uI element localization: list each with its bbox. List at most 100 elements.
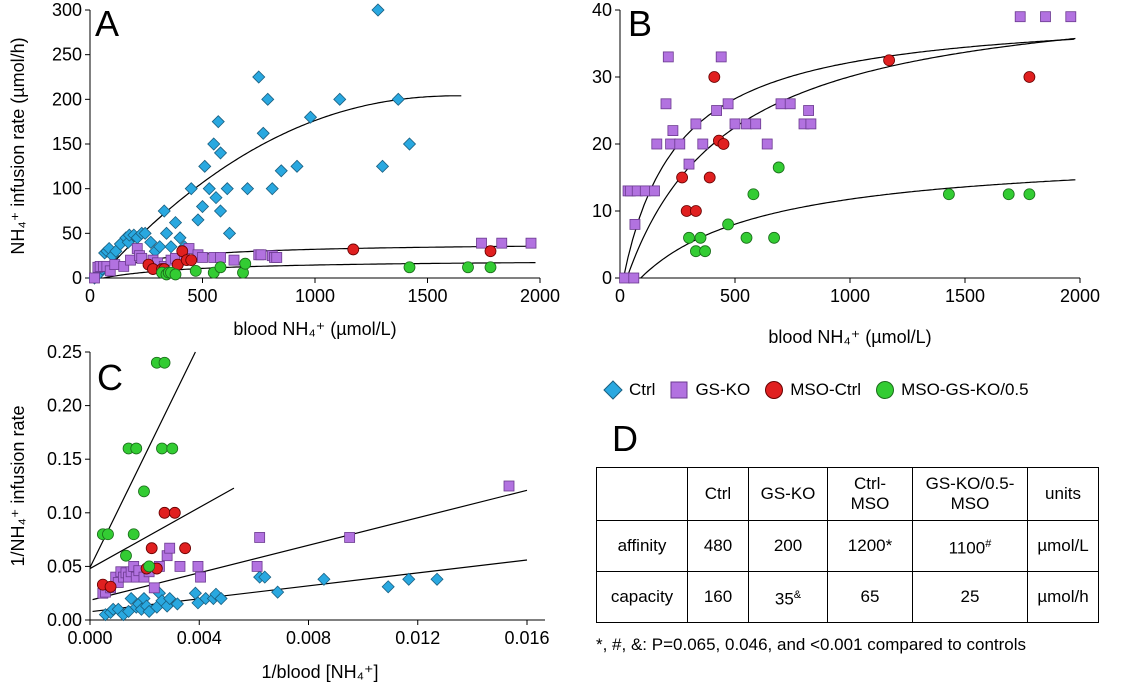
y-tick-label: 0.15 — [47, 449, 82, 469]
x-tick-label: 1000 — [295, 286, 335, 306]
ctrl-data-point — [258, 570, 272, 584]
ctrl-data-point — [333, 92, 347, 106]
panel-a-x-label: blood NH₄⁺ (µmol/L) — [233, 319, 396, 339]
mso-gs-ko-0-5-data-point — [189, 264, 202, 277]
mso-ctrl-data-point — [145, 542, 158, 555]
ctrl-data-point — [209, 191, 223, 205]
affinity-hash-mark: # — [985, 537, 992, 550]
y-tick-label: 300 — [52, 0, 82, 20]
x-tick-label: 1500 — [945, 286, 985, 306]
ctrl-data-point — [265, 182, 279, 196]
gs-ko-data-point — [1040, 11, 1051, 23]
table-row-capacity: capacity 160 35& 65 25 µmol/h — [596, 571, 1099, 623]
mso-gs-ko-0-5-data-point — [120, 549, 132, 562]
ctrl-data-point — [213, 204, 228, 218]
ctrl-data-point — [402, 572, 416, 586]
affinity-gs-ko: 200 — [748, 520, 828, 572]
gs-ko-data-point — [729, 118, 741, 130]
table-row-affinity: affinity 480 200 1200* 1100# µmol/L — [596, 520, 1099, 572]
gs-ko-data-point — [667, 125, 679, 136]
mso-gs-ko-0-5-data-point — [130, 442, 143, 455]
affinity-gs-ko-05-mso: 1100 — [948, 538, 986, 558]
y-tick-label: 150 — [52, 134, 82, 154]
y-tick-label: 20 — [592, 134, 612, 154]
ctrl-data-point — [274, 164, 288, 178]
gs-ko-data-point — [805, 118, 817, 130]
capacity-gs-ko-05-mso: 25 — [912, 571, 1028, 623]
y-tick-label: 0.10 — [47, 503, 82, 523]
panel-a-chart: A 0 500 1000 1500 2000 0 50 100 150 200 250 300 blo… — [8, 0, 560, 339]
mso-ctrl-data-point — [179, 542, 192, 555]
panel-a-letter: A — [95, 3, 119, 44]
ctrl-data-point — [271, 585, 285, 599]
mso-gs-ko-0-5-data-point — [158, 356, 171, 369]
gs-ko-data-point — [125, 254, 136, 266]
ctrl-data-point — [402, 137, 417, 151]
affinity-ctrl-mso: 1200* — [827, 520, 913, 572]
gs-ko-data-point — [715, 51, 727, 63]
ctrl-data-point — [144, 235, 158, 249]
gs-ko-data-point — [215, 252, 226, 263]
header-ctrl: Ctrl — [687, 467, 749, 521]
x-tick-label: 0.012 — [395, 628, 440, 648]
mso-gs-ko-0-5-data-point — [127, 528, 140, 541]
fit-curve-3 — [640, 179, 1076, 279]
gs-ko-data-point — [89, 272, 100, 284]
panel-a-y-label: NH₄⁺ infusion rate (µmol/h) — [8, 37, 28, 254]
mso-gs-ko-0-5-data-point — [102, 528, 114, 541]
gs-ko-data-point — [251, 561, 263, 572]
ctrl-data-point — [138, 226, 152, 240]
mso-ctrl-data-point — [708, 71, 721, 83]
panel-c-letter: C — [97, 357, 123, 398]
panel-b-letter: B — [628, 3, 652, 44]
mso-gs-ko-0-5-data-point — [740, 231, 753, 244]
ctrl-data-point — [198, 159, 212, 173]
y-tick-label: 250 — [52, 45, 82, 65]
mso-ctrl-data-point — [158, 506, 171, 519]
x-tick-label: 500 — [187, 286, 217, 306]
gs-ko-data-point — [651, 138, 663, 150]
capacity-gs-ko-cell: 35& — [748, 571, 828, 623]
capacity-label: capacity — [596, 571, 688, 623]
legend-item-ctrl: Ctrl — [603, 380, 655, 400]
ctrl-data-point — [240, 182, 255, 196]
mso-gs-ko-0-5-data-point — [768, 231, 780, 244]
capacity-ctrl-mso: 65 — [827, 571, 913, 623]
gs-ko-data-point — [148, 582, 160, 594]
gs-ko-data-point — [722, 98, 734, 110]
affinity-gs-ko-05-mso-cell: 1100# — [912, 520, 1028, 572]
gs-ko-data-point — [254, 532, 266, 543]
gs-ko-data-point — [164, 542, 176, 554]
ctrl-data-point — [168, 216, 183, 230]
ctrl-data-point — [184, 182, 198, 196]
legend-label-mso-ctrl: MSO-Ctrl — [790, 380, 862, 399]
mso-gs-ko-0-5-data-point — [683, 231, 695, 244]
gs-ko-data-point — [344, 532, 356, 543]
mso-gs-ko-0-5-data-point — [462, 261, 474, 274]
x-tick-label: 0.000 — [67, 628, 112, 648]
x-tick-label: 500 — [720, 286, 750, 306]
y-tick-label: 0 — [72, 268, 82, 288]
gs-ko-data-point — [109, 259, 121, 271]
gs-ko-data-point — [665, 138, 676, 150]
mso-gs-ko-0-5-data-point — [156, 442, 168, 455]
y-tick-label: 0.20 — [47, 396, 82, 416]
y-tick-label: 10 — [592, 201, 612, 221]
gs-ko-data-point — [629, 218, 641, 230]
ctrl-data-point — [256, 126, 270, 140]
gs-ko-data-point — [690, 118, 702, 130]
ctrl-data-point — [211, 115, 225, 129]
mso-gs-ko-0-5-data-point — [143, 560, 156, 573]
red-circle-marker-icon — [765, 381, 784, 399]
mso-ctrl-data-point — [484, 245, 497, 258]
mso-gs-ko-0-5-data-point — [484, 261, 497, 274]
ctrl-data-point — [163, 591, 177, 606]
gs-ko-data-point — [174, 561, 186, 572]
gs-ko-data-point — [197, 252, 208, 263]
ctrl-data-point — [381, 580, 395, 594]
mso-gs-ko-0-5-data-point — [772, 161, 785, 174]
mso-ctrl-data-point — [703, 171, 716, 184]
affinity-label: affinity — [596, 520, 688, 572]
gs-ko-data-point — [711, 105, 722, 116]
mso-gs-ko-0-5-data-point — [1023, 188, 1036, 201]
